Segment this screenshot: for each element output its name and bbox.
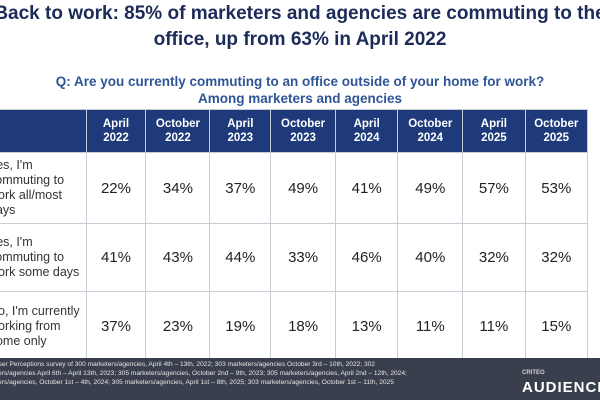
question-line: Q: Are you currently commuting to an off… — [55, 74, 545, 89]
survey-question: Q: Are you currently commuting to an off… — [0, 73, 600, 107]
logo-small-text: CRITEO — [522, 370, 545, 376]
value-cell: 13% — [334, 291, 399, 361]
value-cell: 11% — [397, 291, 464, 361]
column-header: April 2022 — [85, 109, 147, 153]
value-cell: 34% — [145, 152, 211, 224]
brand-logo: CRITEO AUDIENCE — [522, 370, 600, 396]
value-cell: 41% — [85, 223, 147, 292]
value-cell: 57% — [462, 152, 526, 224]
column-header: October 2023 — [270, 109, 336, 153]
value-cell: 37% — [85, 291, 147, 361]
value-cell: 43% — [145, 223, 211, 292]
source-note: Advertiser Perceptions survey of 300 mar… — [0, 361, 407, 386]
row-label: No, I'm currentlyworking fromhome only — [0, 291, 87, 361]
logo-wordmark: AUDIENCE — [522, 379, 600, 396]
question-subtitle: Among marketers and agencies — [197, 91, 403, 106]
column-header: April 2025 — [462, 109, 526, 153]
title-line-2: office, up from 63% in April 2022 — [153, 29, 447, 50]
value-cell: 41% — [334, 152, 399, 224]
value-cell: 37% — [209, 152, 272, 224]
value-cell: 53% — [524, 152, 589, 224]
results-table: April 2022 October 2022 April 2023 October 2… — [0, 109, 589, 361]
value-cell: 23% — [145, 291, 211, 361]
value-cell: 22% — [85, 152, 147, 224]
value-cell: 49% — [270, 152, 336, 224]
table-row: No, I'm currentlyworking fromhome only 3… — [0, 291, 589, 361]
value-cell: 15% — [524, 291, 589, 361]
header-row: April 2022 October 2022 April 2023 October 2… — [0, 109, 589, 153]
value-cell: 44% — [209, 223, 272, 292]
column-header: April 2024 — [334, 109, 399, 153]
column-header: October 2022 — [145, 109, 211, 153]
column-header: October 2024 — [397, 109, 464, 153]
corner-cell — [0, 109, 87, 153]
column-header: April 2023 — [209, 109, 272, 153]
value-cell: 49% — [397, 152, 464, 224]
value-cell: 46% — [334, 223, 399, 292]
title-line-1: Back to work: 85% of marketers and agenc… — [0, 3, 600, 24]
value-cell: 32% — [524, 223, 589, 292]
value-cell: 33% — [270, 223, 336, 292]
value-cell: 32% — [462, 223, 526, 292]
footer-bar: Advertiser Perceptions survey of 300 mar… — [0, 358, 600, 400]
value-cell: 18% — [270, 291, 336, 361]
value-cell: 19% — [209, 291, 272, 361]
value-cell: 11% — [462, 291, 526, 361]
column-header: October 2025 — [524, 109, 589, 153]
value-cell: 40% — [397, 223, 464, 292]
